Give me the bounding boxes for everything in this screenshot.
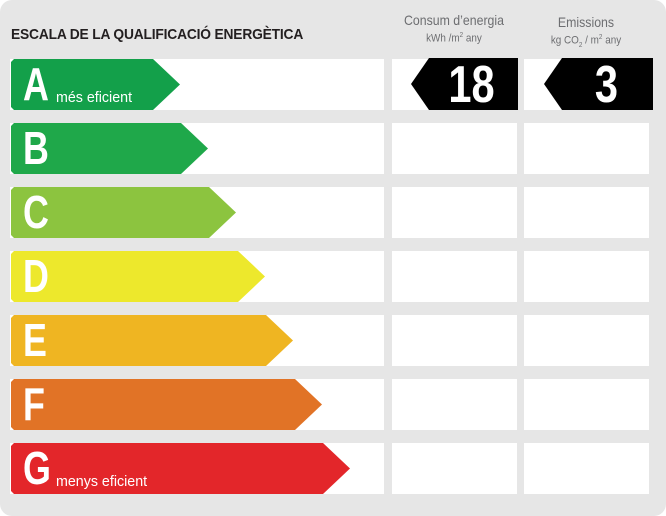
consum-value: 18 [448, 56, 495, 114]
rating-letter: G [23, 442, 51, 494]
rating-arrow-e: E [11, 315, 293, 366]
rating-letter: D [23, 250, 49, 302]
emissions-value-badge: 3 [544, 56, 653, 114]
consum-cell [392, 443, 517, 494]
arrow-shape-icon [11, 187, 236, 238]
consum-column-header: Consum d’energia kWh /m2 any [392, 12, 516, 45]
rating-letter: A [23, 58, 49, 110]
rating-sublabel: més eficient [56, 89, 133, 106]
emissions-unit: kg CO2 / m2 any [550, 34, 622, 49]
rating-arrow-f: F [11, 379, 322, 430]
consum-cell [392, 315, 517, 366]
arrow-shape-icon [11, 59, 180, 110]
consum-cell [392, 251, 517, 302]
consum-cell [392, 123, 517, 174]
rating-letter: C [23, 186, 49, 238]
emissions-cell [524, 187, 649, 238]
arrow-shape-icon [11, 443, 350, 494]
emissions-value: 3 [594, 56, 619, 114]
consum-unit: kWh /m2 any [426, 32, 482, 45]
label-title: ESCALA DE LA QUALIFICACIÓ ENERGÈTICA [11, 26, 304, 43]
consum-value-badge: 18 [411, 56, 518, 114]
emissions-cell [524, 379, 649, 430]
emissions-label: Emissions [557, 14, 615, 30]
rating-arrow-c: C [11, 187, 236, 238]
rating-arrow-b: B [11, 123, 208, 174]
arrow-shape-icon [11, 379, 322, 430]
rating-arrow-d: D [11, 251, 265, 302]
consum-cell [392, 379, 517, 430]
arrow-shape-icon [11, 251, 265, 302]
emissions-cell [524, 251, 649, 302]
rating-letter: E [23, 314, 47, 366]
emissions-cell [524, 123, 649, 174]
rating-sublabel: menys eficient [56, 473, 148, 490]
badge-arrow-icon [544, 58, 653, 110]
rating-letter: B [23, 122, 49, 174]
rating-letter: F [23, 378, 45, 430]
arrow-shape-icon [11, 315, 293, 366]
arrow-shape-icon [11, 123, 208, 174]
emissions-cell [524, 315, 649, 366]
badge-arrow-icon [411, 58, 518, 110]
consum-label: Consum d’energia [404, 12, 504, 28]
emissions-column-header: Emissions kg CO2 / m2 any [524, 14, 648, 49]
consum-cell [392, 187, 517, 238]
emissions-cell [524, 443, 649, 494]
